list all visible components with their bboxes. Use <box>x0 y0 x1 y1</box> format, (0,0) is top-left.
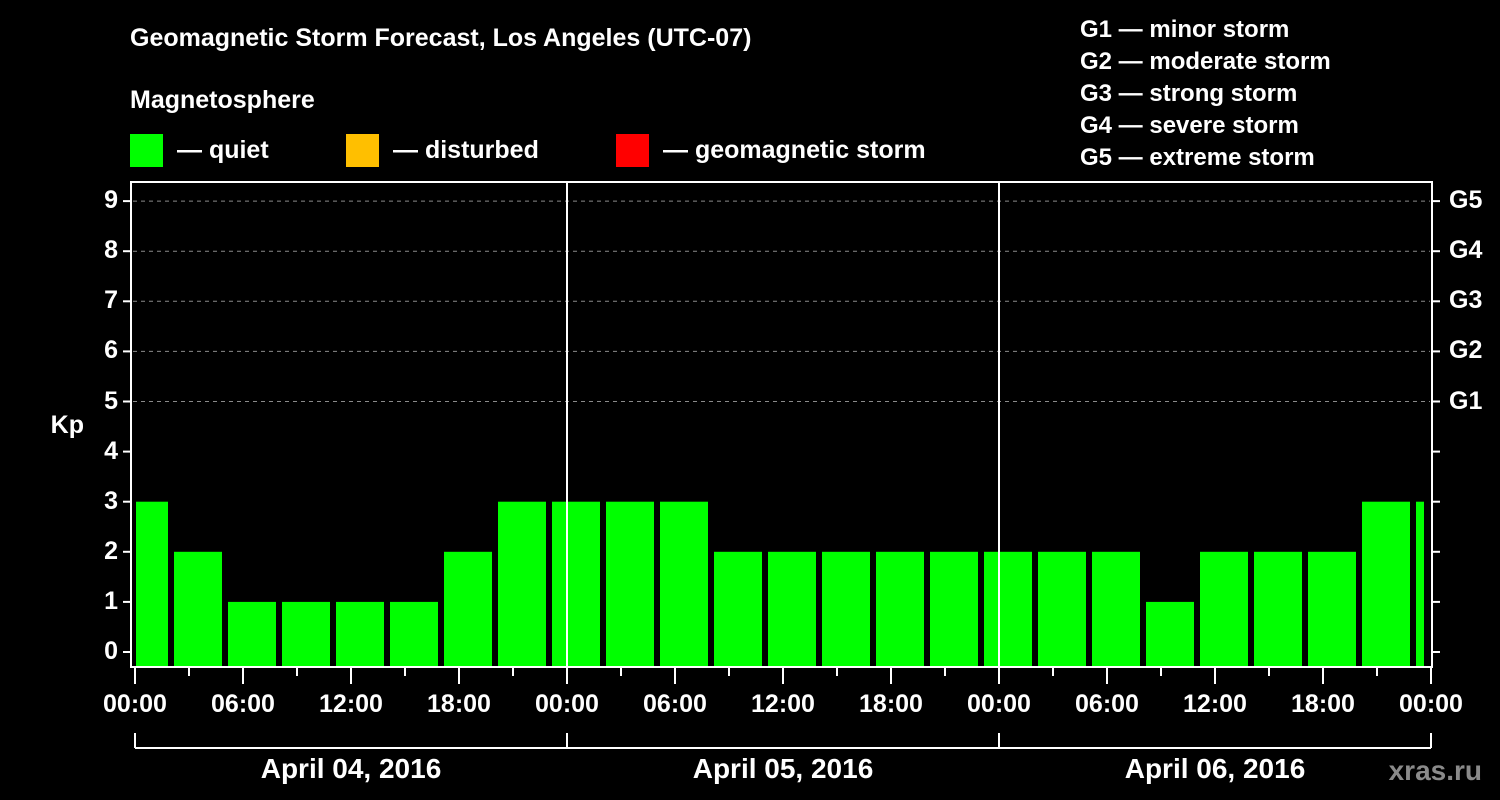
kp-bar <box>336 601 384 666</box>
y-tick-label: 4 <box>104 436 118 465</box>
kp-bar <box>660 501 708 666</box>
kp-bar <box>984 551 1032 666</box>
y-axis-title: Kp <box>50 411 84 439</box>
g-level-label: G2 <box>1449 336 1483 365</box>
x-tick-label: 06:00 <box>211 690 275 718</box>
legend-storm-label: — geomagnetic storm <box>663 135 926 164</box>
g-level-label: G3 <box>1449 286 1483 315</box>
date-label: April 04, 2016 <box>260 753 442 784</box>
watermark: xras.ru <box>1388 755 1482 786</box>
kp-bar <box>390 601 438 666</box>
g-scale-legend: G1 — minor storm G2 — moderate storm G3 … <box>1080 14 1331 174</box>
y-tick-label: 6 <box>104 336 118 365</box>
kp-bar <box>876 551 924 666</box>
kp-bar <box>498 501 546 666</box>
legend-storm: — geomagnetic storm <box>616 133 926 167</box>
x-tick-label: 00:00 <box>967 690 1031 718</box>
g3-desc: G3 — strong storm <box>1080 80 1298 107</box>
x-tick-label: 18:00 <box>1291 690 1355 718</box>
kp-bar <box>1146 601 1194 666</box>
magnetosphere-label: Magnetosphere <box>130 86 315 114</box>
kp-bar <box>822 551 870 666</box>
kp-bar <box>552 501 600 666</box>
kp-bar <box>228 601 276 666</box>
legend-disturbed-label: — disturbed <box>393 135 539 164</box>
kp-bar <box>1362 501 1410 666</box>
g2-desc: G2 — moderate storm <box>1080 48 1331 75</box>
kp-bar <box>444 551 492 666</box>
kp-bar <box>1092 551 1140 666</box>
x-tick-label: 12:00 <box>319 690 383 718</box>
x-tick-label: 06:00 <box>643 690 707 718</box>
y-tick-label: 2 <box>104 536 118 565</box>
date-label: April 05, 2016 <box>692 753 874 784</box>
x-tick-label: 00:00 <box>1399 690 1463 718</box>
kp-bar <box>714 551 762 666</box>
x-tick-label: 12:00 <box>1183 690 1247 718</box>
y-tick-label: 1 <box>104 586 118 615</box>
kp-bar <box>1038 551 1086 666</box>
quiet-swatch-icon <box>130 133 163 167</box>
legend-disturbed: — disturbed <box>346 133 539 167</box>
kp-bar <box>768 551 816 666</box>
date-label: April 06, 2016 <box>1124 753 1306 784</box>
g-level-label: G1 <box>1449 386 1483 415</box>
disturbed-swatch-icon <box>346 133 379 167</box>
g4-desc: G4 — severe storm <box>1080 112 1299 139</box>
g-level-label: G4 <box>1449 236 1483 265</box>
y-tick-label: 0 <box>104 637 118 665</box>
x-tick-label: 06:00 <box>1075 690 1139 718</box>
plot-frame <box>130 181 1433 668</box>
legend-quiet: — quiet <box>130 133 269 167</box>
x-tick-label: 18:00 <box>427 690 491 718</box>
kp-bar <box>174 551 222 666</box>
g5-desc: G5 — extreme storm <box>1080 144 1315 171</box>
y-tick-label: 5 <box>104 386 118 415</box>
kp-bar <box>136 501 168 666</box>
x-tick-label: 12:00 <box>751 690 815 718</box>
legend-quiet-label: — quiet <box>177 135 269 164</box>
x-tick-label: 00:00 <box>535 690 599 718</box>
chart-title: Geomagnetic Storm Forecast, Los Angeles … <box>130 24 752 52</box>
y-tick-label: 8 <box>104 236 118 265</box>
g-level-label: G5 <box>1449 186 1483 215</box>
y-tick-label: 9 <box>104 186 118 215</box>
kp-bar <box>282 601 330 666</box>
storm-swatch-icon <box>616 133 649 167</box>
kp-bar <box>1254 551 1302 666</box>
kp-bar <box>930 551 978 666</box>
kp-bar <box>1200 551 1248 666</box>
x-tick-label: 00:00 <box>103 690 167 718</box>
kp-bar <box>1308 551 1356 666</box>
kp-bar <box>606 501 654 666</box>
g1-desc: G1 — minor storm <box>1080 16 1290 43</box>
x-tick-label: 18:00 <box>859 690 923 718</box>
y-tick-label: 7 <box>104 286 118 315</box>
kp-bar <box>1416 501 1424 666</box>
y-tick-label: 3 <box>104 486 118 515</box>
